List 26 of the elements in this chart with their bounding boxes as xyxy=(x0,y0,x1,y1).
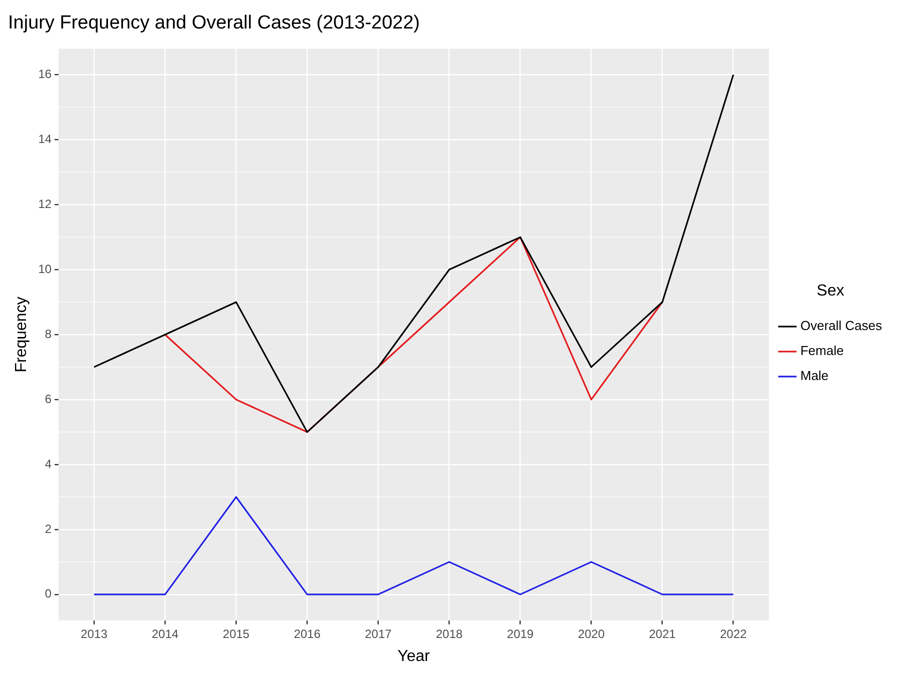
chart-title: Injury Frequency and Overall Cases (2013-2022) xyxy=(8,12,420,34)
x-tick-label: 2018 xyxy=(436,626,463,641)
x-tick-label: 2015 xyxy=(222,626,250,641)
x-tick-label: 2020 xyxy=(578,626,605,641)
y-tick-label: 10 xyxy=(38,262,52,276)
y-tick-label: 14 xyxy=(38,132,52,146)
x-axis-title: Year xyxy=(398,648,431,665)
y-tick-label: 2 xyxy=(44,522,52,536)
x-tick-label: 2016 xyxy=(294,626,321,641)
x-tick-label: 2017 xyxy=(364,626,392,641)
legend-label: Female xyxy=(800,343,844,358)
y-tick-label: 8 xyxy=(44,326,52,341)
y-tick-label: 16 xyxy=(38,67,52,82)
x-tick-label: 2019 xyxy=(506,626,534,641)
y-tick-label: 12 xyxy=(38,197,52,212)
legend-title: Sex xyxy=(816,282,844,300)
x-tick-label: 2022 xyxy=(720,626,748,641)
y-axis-title: Frequency xyxy=(13,296,30,372)
x-tick-label: 2013 xyxy=(80,626,108,641)
legend-label: Overall Cases xyxy=(800,318,882,334)
y-tick-label: 4 xyxy=(44,456,52,471)
y-tick-label: 0 xyxy=(44,586,52,601)
legend-label: Male xyxy=(800,368,829,384)
x-tick-label: 2021 xyxy=(648,626,676,641)
y-tick-label: 6 xyxy=(44,392,52,406)
x-tick-label: 2014 xyxy=(152,626,179,641)
